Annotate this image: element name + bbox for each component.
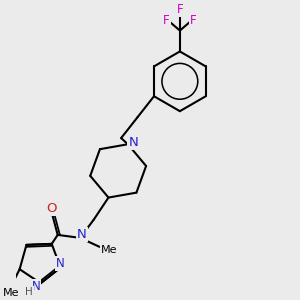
Text: Me: Me xyxy=(2,287,19,298)
Text: N: N xyxy=(32,280,40,293)
Text: N: N xyxy=(128,136,138,149)
Text: Me: Me xyxy=(101,245,118,255)
Text: N: N xyxy=(77,228,86,242)
Text: F: F xyxy=(190,14,196,28)
Text: H: H xyxy=(26,286,33,297)
Text: O: O xyxy=(46,202,57,215)
Text: N: N xyxy=(56,256,65,270)
Text: F: F xyxy=(176,3,183,16)
Text: F: F xyxy=(163,14,170,28)
